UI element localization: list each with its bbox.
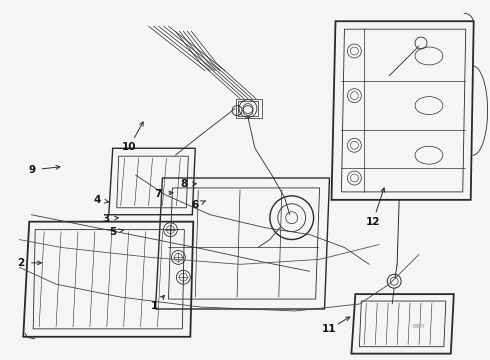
Text: 2: 2 xyxy=(17,258,24,268)
Text: 5: 5 xyxy=(109,227,116,237)
Text: 1: 1 xyxy=(151,301,158,311)
Text: 12: 12 xyxy=(366,217,380,227)
Text: 9: 9 xyxy=(28,165,35,175)
Text: 3: 3 xyxy=(102,213,110,224)
Text: 6: 6 xyxy=(192,200,199,210)
Text: 11: 11 xyxy=(321,324,336,334)
Text: 4: 4 xyxy=(93,195,100,204)
Text: 8: 8 xyxy=(180,179,188,189)
Text: E8OY: E8OY xyxy=(413,324,425,329)
Text: 7: 7 xyxy=(154,189,162,199)
Text: 10: 10 xyxy=(122,142,136,152)
